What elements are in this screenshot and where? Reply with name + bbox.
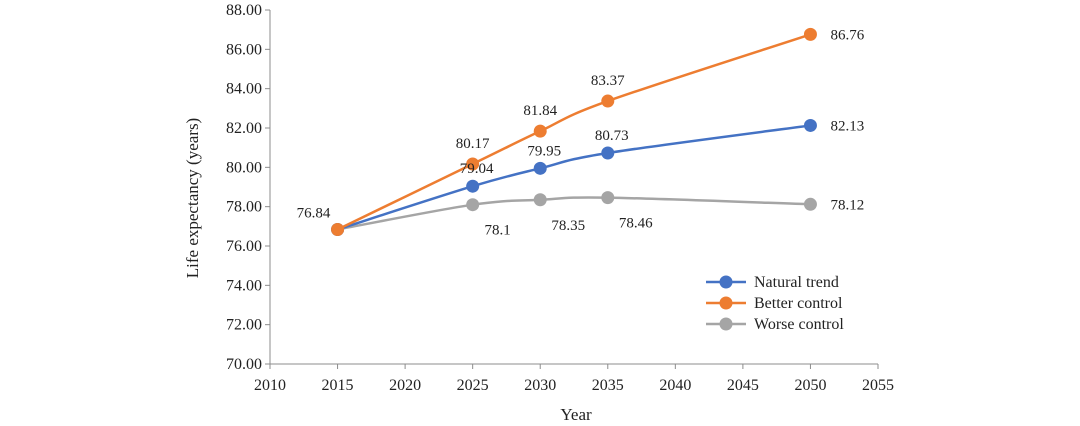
data-label-better-control: 80.17 bbox=[456, 136, 490, 152]
data-label-worse-control: 78.46 bbox=[619, 216, 653, 232]
x-tick-label: 2025 bbox=[457, 377, 489, 394]
legend-label-better-control: Better control bbox=[754, 295, 843, 312]
data-label-worse-control: 78.35 bbox=[551, 218, 585, 234]
data-label-natural-trend: 82.13 bbox=[830, 118, 864, 134]
y-axis-label: Life expectancy (years) bbox=[183, 118, 202, 278]
data-label-natural-trend: 79.95 bbox=[527, 143, 561, 159]
x-tick-label: 2035 bbox=[592, 377, 624, 394]
data-point-better-control bbox=[331, 222, 345, 236]
x-tick-label: 2020 bbox=[389, 377, 421, 394]
data-point-worse-control bbox=[601, 191, 615, 205]
y-tick-label: 80.00 bbox=[226, 159, 262, 176]
x-tick-label: 2010 bbox=[254, 377, 286, 394]
legend-marker-natural-trend bbox=[719, 275, 733, 289]
y-tick-label: 78.00 bbox=[226, 199, 262, 216]
data-labels-layer: 78.1 78.35 78.46 78.12 79.04 79.95 80.73 82.13 7… bbox=[297, 27, 865, 238]
y-tick-label: 82.00 bbox=[226, 120, 262, 137]
y-tick-label: 88.00 bbox=[226, 2, 262, 19]
legend-marker-better-control bbox=[719, 296, 733, 310]
chart-axes: 70.00 72.00 74.00 76.00 78.00 80.00 82.00 84.00… bbox=[226, 2, 894, 394]
x-tick-label: 2045 bbox=[727, 377, 759, 394]
data-point-natural-trend bbox=[466, 179, 480, 193]
x-tick-label: 2040 bbox=[659, 377, 691, 394]
x-axis-label: Year bbox=[560, 405, 592, 424]
data-point-worse-control bbox=[533, 193, 547, 207]
legend-label-worse-control: Worse control bbox=[754, 316, 844, 333]
y-tick-label: 70.00 bbox=[226, 356, 262, 373]
series-line-better-control bbox=[337, 33, 811, 231]
data-label-worse-control: 78.12 bbox=[830, 197, 864, 213]
series-line-natural-trend bbox=[337, 124, 811, 231]
data-point-natural-trend bbox=[533, 161, 547, 175]
x-tick-label: 2015 bbox=[322, 377, 354, 394]
data-point-better-control bbox=[533, 124, 547, 138]
x-tick-label: 2030 bbox=[524, 377, 556, 394]
data-point-worse-control bbox=[466, 198, 480, 212]
data-label-better-control: 76.84 bbox=[297, 205, 331, 221]
y-tick-label: 74.00 bbox=[226, 277, 262, 294]
data-label-better-control: 83.37 bbox=[591, 73, 625, 89]
data-point-better-control bbox=[803, 27, 817, 41]
data-label-natural-trend: 79.04 bbox=[460, 161, 494, 177]
data-label-better-control: 86.76 bbox=[830, 27, 864, 43]
data-point-natural-trend bbox=[601, 146, 615, 160]
data-point-better-control bbox=[466, 157, 480, 171]
x-tick-label: 2050 bbox=[794, 377, 826, 394]
y-tick-label: 86.00 bbox=[226, 41, 262, 58]
data-label-natural-trend: 80.73 bbox=[595, 128, 629, 144]
data-label-better-control: 81.84 bbox=[523, 103, 557, 119]
chart-legend: Natural trend Better control Worse control bbox=[706, 274, 844, 333]
data-label-worse-control: 78.1 bbox=[485, 223, 511, 239]
legend-label-natural-trend: Natural trend bbox=[754, 274, 839, 291]
legend-marker-worse-control bbox=[719, 317, 733, 331]
y-tick-label: 76.00 bbox=[226, 238, 262, 255]
series-layer bbox=[331, 27, 817, 236]
x-tick-label: 2055 bbox=[862, 377, 894, 394]
data-point-worse-control bbox=[803, 197, 817, 211]
y-tick-label: 72.00 bbox=[226, 317, 262, 334]
y-tick-label: 84.00 bbox=[226, 81, 262, 98]
data-point-better-control bbox=[601, 94, 615, 108]
data-point-natural-trend bbox=[803, 118, 817, 132]
